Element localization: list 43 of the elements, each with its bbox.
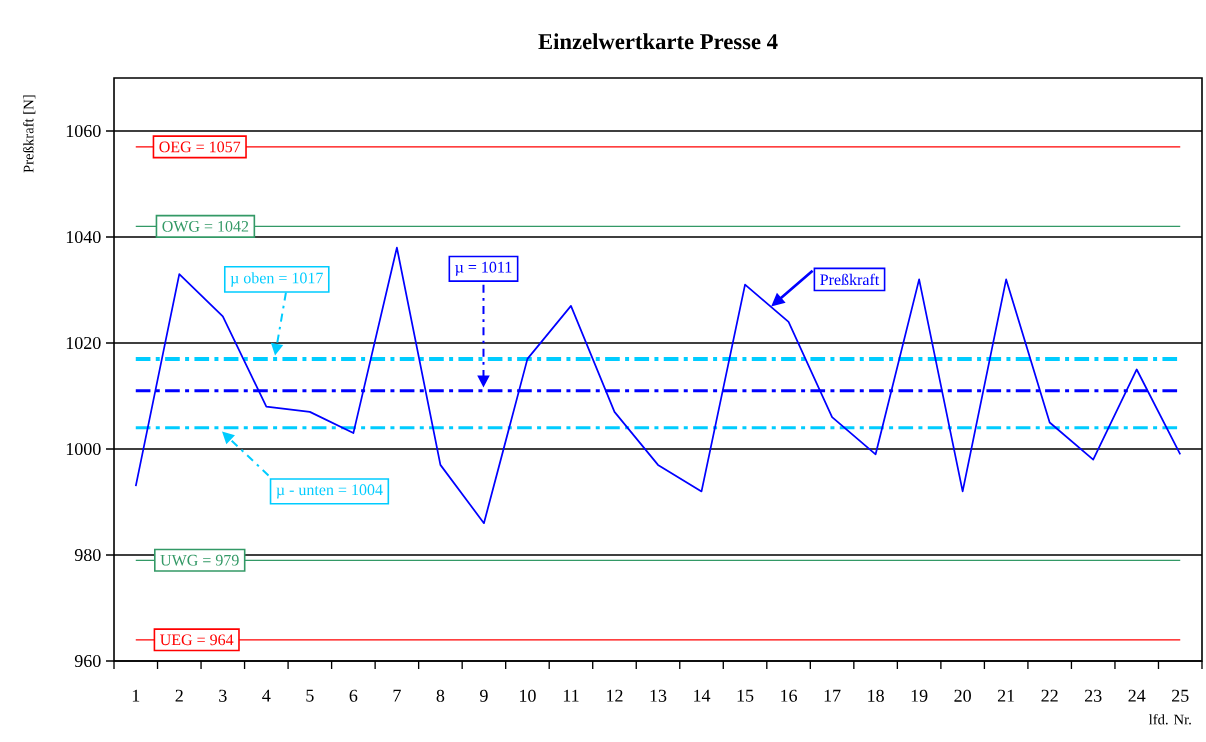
x-tick-label: 2 <box>175 689 183 702</box>
x-tick-label: 24 <box>1128 689 1146 702</box>
y-tick-label: 1060 <box>66 124 101 138</box>
x-tick-label: 6 <box>349 689 358 702</box>
y-tick-label: 1040 <box>66 230 101 244</box>
x-tick-label: 5 <box>306 689 314 702</box>
x-tick-label: 22 <box>1041 689 1058 702</box>
x-tick-label: 3 <box>219 689 227 702</box>
x-tick-label: 11 <box>563 689 579 702</box>
ref-line-label: µ = 1011 <box>455 261 512 276</box>
x-tick-label: 25 <box>1172 689 1189 702</box>
x-tick-label: 15 <box>737 689 754 702</box>
y-axis-title: Preßkraft [N] <box>23 95 36 173</box>
legend-label: Preßkraft <box>820 273 880 286</box>
x-axis-title: lfd. Nr. <box>1148 714 1191 725</box>
y-tick-label: 960 <box>74 654 101 668</box>
y-tick-label: 980 <box>74 548 101 562</box>
x-tick-label: 18 <box>868 689 884 702</box>
x-tick-label: 7 <box>393 689 401 702</box>
x-tick-label: 20 <box>954 689 971 702</box>
x-tick-label: 4 <box>262 689 271 702</box>
y-tick-label: 1000 <box>66 442 101 456</box>
x-tick-label: 8 <box>436 689 445 702</box>
x-tick-label: 9 <box>480 689 488 702</box>
x-tick-label: 17 <box>824 689 841 702</box>
x-tick-label: 1 <box>132 689 140 702</box>
x-tick-label: 23 <box>1085 689 1102 702</box>
ref-line-label: OEG = 1057 <box>159 141 241 153</box>
ref-line-label: OWG = 1042 <box>162 220 249 232</box>
x-tick-label: 13 <box>650 689 667 702</box>
x-tick-label: 16 <box>781 689 798 702</box>
line-series <box>134 246 1182 525</box>
x-tick-label: 21 <box>997 689 1015 702</box>
ref-line-label: µ oben = 1017 <box>230 272 323 287</box>
x-tick-label: 14 <box>694 689 711 702</box>
y-tick-label: 1020 <box>66 336 101 350</box>
x-tick-label: 10 <box>520 689 536 702</box>
ref-line-label: µ - unten = 1004 <box>276 484 383 499</box>
x-tick-label: 12 <box>607 689 623 702</box>
x-tick-label: 19 <box>911 689 928 702</box>
ref-line-label: UWG = 979 <box>160 554 239 566</box>
ref-line-label: UEG = 964 <box>160 634 234 646</box>
chart-title: Einzelwertkarte Presse 4 <box>538 33 778 50</box>
